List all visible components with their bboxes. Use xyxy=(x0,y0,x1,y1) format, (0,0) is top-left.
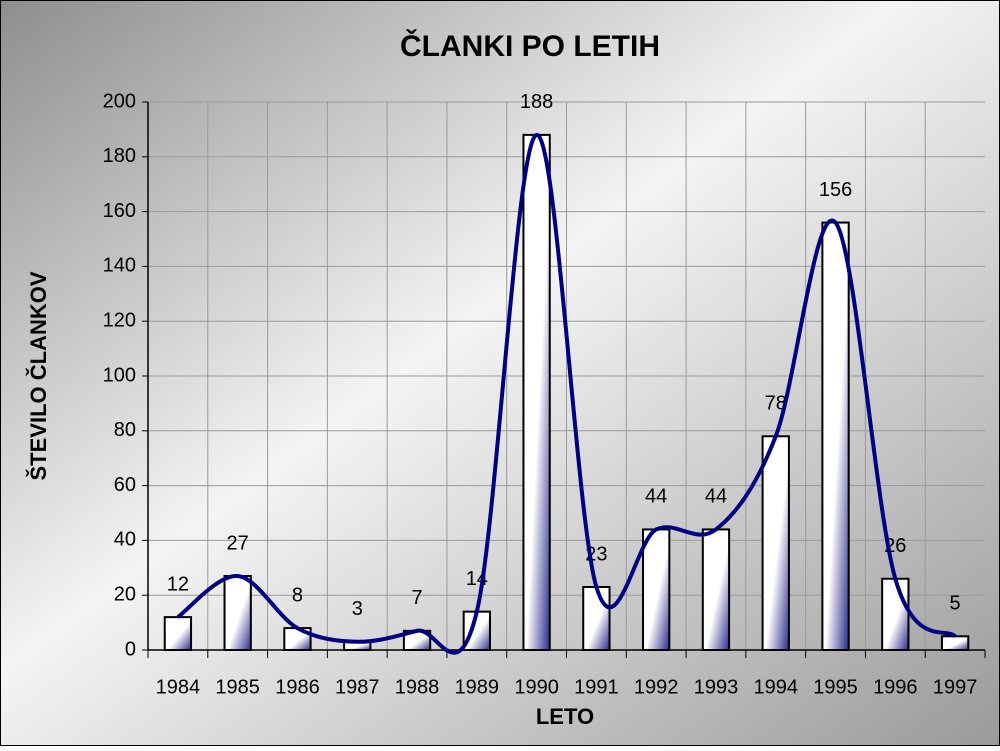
data-label: 5 xyxy=(950,593,961,615)
y-tick-label: 80 xyxy=(114,419,136,441)
x-tick-label: 1990 xyxy=(514,676,559,698)
bar xyxy=(940,635,970,651)
y-tick-label: 120 xyxy=(103,309,136,331)
x-tick-label: 1996 xyxy=(873,676,918,698)
data-label: 78 xyxy=(765,393,787,415)
x-tick-label: 1991 xyxy=(574,676,619,698)
data-label: 8 xyxy=(292,584,303,606)
y-tick-label: 60 xyxy=(114,474,136,496)
y-tick-label: 140 xyxy=(103,255,136,277)
x-tick-label: 1985 xyxy=(215,676,260,698)
x-tick-label: 1989 xyxy=(455,676,500,698)
x-tick-label: 1997 xyxy=(933,676,978,698)
y-axis-label: ŠTEVILO ČLANKOV xyxy=(26,271,51,480)
data-label: 44 xyxy=(645,486,667,508)
bar xyxy=(582,585,611,651)
y-tick-label: 180 xyxy=(103,145,136,167)
data-label: 44 xyxy=(705,486,727,508)
x-tick-label: 1995 xyxy=(813,676,858,698)
bar xyxy=(522,133,551,651)
bar xyxy=(642,528,671,651)
bar xyxy=(881,577,910,652)
trend-line xyxy=(176,132,957,655)
data-label: 27 xyxy=(227,532,249,554)
y-tick-label: 0 xyxy=(125,638,136,660)
y-tick-label: 160 xyxy=(103,200,136,222)
data-label: 156 xyxy=(819,179,852,201)
x-tick-label: 1988 xyxy=(395,676,440,698)
data-label: 188 xyxy=(520,91,553,113)
bar xyxy=(821,221,850,651)
data-label: 12 xyxy=(167,573,189,595)
data-label: 7 xyxy=(411,587,422,609)
x-tick-label: 1992 xyxy=(634,676,679,698)
y-tick-label: 40 xyxy=(114,529,136,551)
bar xyxy=(761,435,790,651)
x-tick-label: 1984 xyxy=(156,676,201,698)
x-axis-label: LETO xyxy=(536,704,594,729)
chart-title: ČLANKI PO LETIH xyxy=(400,29,660,63)
y-tick-label: 100 xyxy=(103,364,136,386)
x-tick-label: 1994 xyxy=(754,676,799,698)
bar xyxy=(223,575,252,652)
x-tick-label: 1986 xyxy=(275,676,320,698)
bar xyxy=(163,616,193,651)
y-tick-label: 200 xyxy=(103,90,136,112)
x-tick-label: 1987 xyxy=(335,676,380,698)
x-tick-label: 1993 xyxy=(694,676,739,698)
bar xyxy=(701,528,731,651)
data-label: 3 xyxy=(352,598,363,620)
y-tick-label: 20 xyxy=(114,583,136,605)
